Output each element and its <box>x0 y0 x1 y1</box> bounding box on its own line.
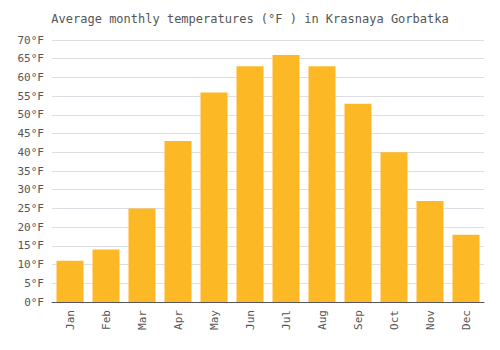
svg-text:50°F: 50°F <box>18 108 45 121</box>
svg-text:May: May <box>208 310 221 330</box>
svg-text:5°F: 5°F <box>24 277 44 290</box>
svg-text:Average monthly temperatures (: Average monthly temperatures (°F ) in Kr… <box>51 12 448 26</box>
svg-text:Aug: Aug <box>316 310 329 330</box>
svg-text:55°F: 55°F <box>18 90 45 103</box>
svg-text:Sep: Sep <box>352 310 365 330</box>
svg-text:60°F: 60°F <box>18 71 45 84</box>
svg-text:70°F: 70°F <box>18 34 45 47</box>
svg-text:20°F: 20°F <box>18 221 45 234</box>
svg-text:65°F: 65°F <box>18 52 45 65</box>
svg-text:Dec: Dec <box>460 310 473 330</box>
svg-text:Jul: Jul <box>280 310 293 330</box>
svg-text:30°F: 30°F <box>18 183 45 196</box>
svg-text:0°F: 0°F <box>24 296 44 309</box>
svg-text:10°F: 10°F <box>18 258 45 271</box>
svg-text:Mar: Mar <box>136 310 149 330</box>
svg-text:15°F: 15°F <box>18 239 45 252</box>
svg-text:45°F: 45°F <box>18 127 45 140</box>
svg-text:Feb: Feb <box>100 310 113 330</box>
svg-text:40°F: 40°F <box>18 146 45 159</box>
svg-text:25°F: 25°F <box>18 202 45 215</box>
svg-text:Nov: Nov <box>424 310 437 330</box>
svg-text:Oct: Oct <box>388 310 401 330</box>
svg-text:Jun: Jun <box>244 310 257 330</box>
svg-text:Jan: Jan <box>64 310 77 330</box>
svg-text:35°F: 35°F <box>18 165 45 178</box>
svg-text:Apr: Apr <box>172 310 185 330</box>
